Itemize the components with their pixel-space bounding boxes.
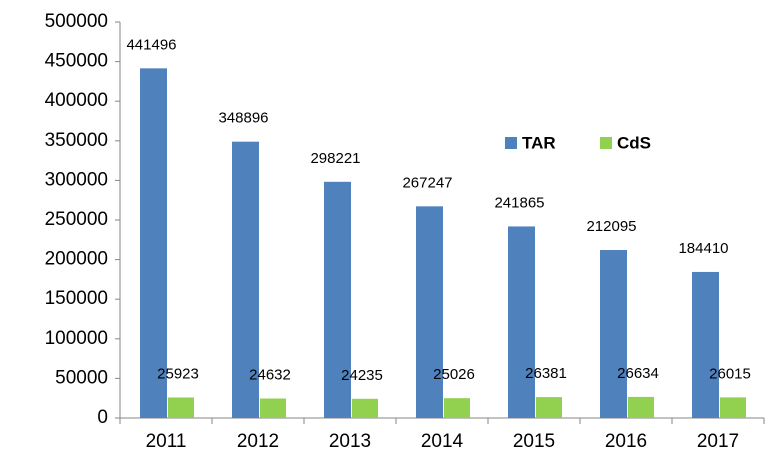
bar <box>600 250 627 418</box>
y-tick-label: 500000 <box>45 11 108 32</box>
bar <box>444 398 470 418</box>
legend-swatch <box>505 137 517 149</box>
bar <box>508 226 535 418</box>
legend-label: TAR <box>522 133 556 152</box>
data-label: 26381 <box>525 365 567 382</box>
y-tick-label: 100000 <box>45 328 108 349</box>
data-label: 26015 <box>709 365 751 382</box>
bar <box>352 398 378 418</box>
data-label: 267247 <box>402 174 452 191</box>
y-tick-label: 50000 <box>55 367 108 388</box>
bar <box>140 68 167 418</box>
x-tick-label: 2012 <box>237 431 279 452</box>
x-tick-label: 2014 <box>421 431 464 452</box>
bar <box>692 271 719 418</box>
y-tick-label: 150000 <box>45 288 108 309</box>
x-tick-label: 2015 <box>513 431 555 452</box>
legend-label: CdS <box>617 133 651 152</box>
bar <box>416 206 443 418</box>
bar <box>260 398 286 418</box>
bar <box>324 181 351 418</box>
x-tick-label: 2011 <box>146 431 187 452</box>
data-label: 26634 <box>617 365 659 382</box>
data-label: 441496 <box>126 36 176 53</box>
data-label: 25923 <box>157 365 199 382</box>
data-label: 184410 <box>678 240 728 257</box>
bar <box>628 396 654 418</box>
y-tick-label: 0 <box>97 407 108 428</box>
y-tick-label: 250000 <box>45 209 108 230</box>
x-tick-label: 2016 <box>605 431 647 452</box>
x-tick-label: 2017 <box>697 431 739 452</box>
y-tick-label: 450000 <box>45 51 108 72</box>
data-label: 241865 <box>494 194 544 211</box>
data-label: 24235 <box>341 367 383 384</box>
y-tick-label: 300000 <box>45 169 108 190</box>
bar <box>720 397 746 418</box>
bar <box>536 397 562 418</box>
data-label: 348896 <box>218 110 268 127</box>
data-label: 24632 <box>249 366 291 383</box>
data-label: 25026 <box>433 366 475 383</box>
bar <box>168 397 194 418</box>
y-tick-label: 400000 <box>45 90 108 111</box>
x-tick-label: 2013 <box>329 431 371 452</box>
legend-swatch <box>600 137 612 149</box>
bar <box>232 141 259 418</box>
data-label: 298221 <box>310 150 360 167</box>
data-label: 212095 <box>586 218 636 235</box>
y-tick-label: 350000 <box>45 130 108 151</box>
y-tick-label: 200000 <box>45 249 108 270</box>
